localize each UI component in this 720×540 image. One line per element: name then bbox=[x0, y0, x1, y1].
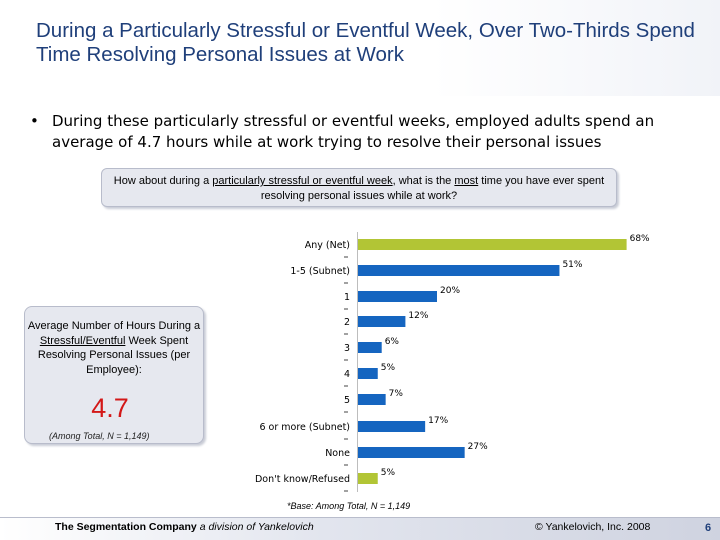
question-text-2: , what is the bbox=[392, 175, 455, 187]
page-number: 6 bbox=[705, 522, 712, 534]
chart-category-label: 1 bbox=[344, 292, 350, 303]
chart-value-label: 27% bbox=[468, 442, 488, 452]
chart-bar bbox=[358, 342, 382, 353]
chart-category-label: 5 bbox=[344, 395, 350, 406]
footer-divider bbox=[0, 517, 720, 518]
chart-bar bbox=[358, 447, 465, 458]
average-hours-box: Average Number of Hours During a Stressf… bbox=[24, 306, 204, 444]
chart-bar bbox=[358, 316, 406, 327]
title-band bbox=[0, 0, 720, 96]
average-hours-value: 4.7 bbox=[91, 393, 129, 423]
chart-value-label: 5% bbox=[381, 363, 396, 373]
chart-category-label: 2 bbox=[344, 317, 350, 328]
chart-value-label: 17% bbox=[428, 416, 448, 426]
chart-category-label: 3 bbox=[344, 343, 350, 354]
footer-copyright: © Yankelovich, Inc. 2008 bbox=[535, 521, 651, 533]
average-label-part-2: Week Spent Resolving Personal Issues (pe… bbox=[37, 334, 191, 376]
chart-bar bbox=[358, 239, 627, 250]
bullet-text: During these particularly stressful or e… bbox=[52, 112, 655, 151]
bullet-marker: • bbox=[30, 112, 39, 130]
chart-category-label: 6 or more (Subnet) bbox=[259, 422, 350, 433]
average-label-underlined: Stressful/Eventful bbox=[39, 334, 126, 347]
chart-category-label: 4 bbox=[344, 369, 350, 380]
chart-bar bbox=[358, 394, 386, 405]
company-name: The Segmentation Company bbox=[55, 521, 197, 533]
footer-company: The Segmentation Company a division of Y… bbox=[55, 521, 314, 533]
question-text-underlined-2: most bbox=[454, 175, 479, 187]
chart-bar bbox=[358, 291, 437, 302]
question-text-1: How about during a bbox=[113, 175, 213, 187]
chart-category-label: Don't know/Refused bbox=[255, 474, 350, 485]
question-box: How about during a particularly stressfu… bbox=[101, 168, 617, 207]
footer-band bbox=[0, 517, 720, 540]
average-hours-base: (Among Total, N = 1,149) bbox=[49, 431, 150, 441]
average-label-part-1: Average Number of Hours During a bbox=[27, 320, 201, 332]
chart-value-label: 7% bbox=[389, 389, 404, 399]
chart-bar bbox=[358, 421, 426, 432]
chart-category-label: Any (Net) bbox=[305, 240, 350, 251]
company-division: a division of Yankelovich bbox=[199, 521, 314, 533]
chart-bar bbox=[358, 473, 378, 484]
base-note: *Base: Among Total, N = 1,149 bbox=[287, 501, 411, 511]
question-text-3: time you have ever spent resolving perso… bbox=[260, 175, 605, 202]
chart-value-label: 51% bbox=[562, 260, 582, 270]
chart-value-label: 5% bbox=[381, 468, 396, 478]
chart-category-label: None bbox=[325, 448, 350, 459]
question-text-underlined-1: particularly stressful or eventful week bbox=[212, 175, 393, 187]
chart-bar bbox=[358, 265, 560, 276]
chart-value-label: 12% bbox=[408, 311, 428, 321]
chart-category-label: 1-5 (Subnet) bbox=[290, 266, 350, 277]
chart-value-label: 20% bbox=[440, 286, 460, 296]
chart-value-label: 68% bbox=[630, 234, 650, 244]
chart-value-label: 6% bbox=[385, 337, 400, 347]
slide-title: During a Particularly Stressful or Event… bbox=[36, 19, 695, 66]
chart-bar bbox=[358, 368, 378, 379]
average-hours-label: Average Number of Hours During a Stressf… bbox=[25, 319, 203, 377]
